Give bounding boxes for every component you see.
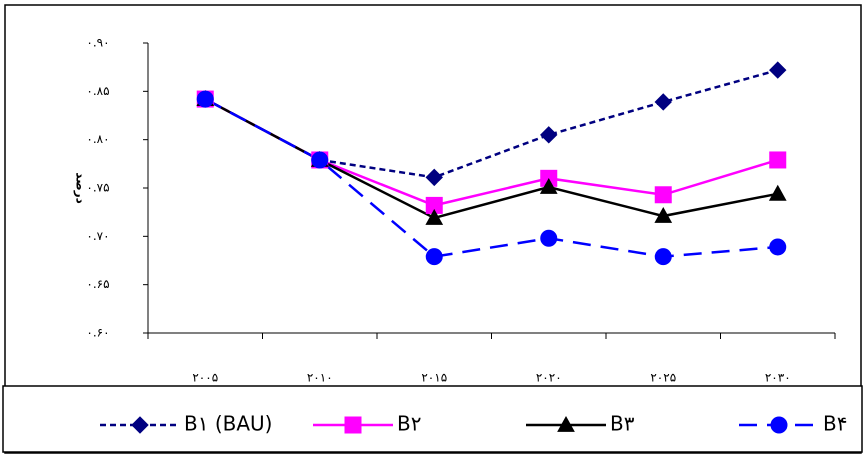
x-tick-label: ۲۰۲۰ bbox=[536, 371, 562, 385]
marker bbox=[654, 93, 672, 111]
y-tick-label: ۰.۶۵ bbox=[86, 277, 109, 291]
x-tick-label: ۲۰۰۵ bbox=[192, 371, 218, 385]
marker bbox=[425, 208, 444, 225]
y-tick-label: ۰.۸۵ bbox=[86, 84, 109, 98]
y-tick-label: ۰.۶۰ bbox=[86, 326, 109, 340]
marker bbox=[425, 168, 443, 187]
marker bbox=[196, 90, 214, 108]
x-tick-label: ۲۰۳۰ bbox=[765, 371, 791, 385]
x-tick-label: ۲۰۱۰ bbox=[307, 371, 333, 385]
series-line bbox=[204, 97, 778, 220]
series-line bbox=[204, 97, 778, 258]
x-tick-label: ۲۰۱۵ bbox=[421, 371, 447, 385]
marker bbox=[769, 238, 787, 256]
marker bbox=[768, 184, 787, 201]
marker bbox=[769, 61, 787, 79]
y-tick-label: ۰.۷۵ bbox=[86, 181, 109, 195]
y-tick-label: ۰.۸۰ bbox=[86, 132, 109, 146]
marker bbox=[311, 151, 329, 169]
x-tick-label: ۲۰۲۵ bbox=[650, 371, 676, 385]
marker bbox=[425, 248, 443, 266]
marker bbox=[654, 186, 672, 204]
marker bbox=[539, 178, 558, 194]
legend-label: B۱ (BAU) bbox=[184, 412, 272, 436]
marker bbox=[344, 416, 362, 434]
legend-label: B۲ bbox=[397, 412, 421, 436]
legend-frame bbox=[2, 385, 863, 453]
marker bbox=[770, 416, 788, 434]
legend-label: B۴ bbox=[823, 412, 847, 436]
marker bbox=[540, 229, 558, 247]
marker bbox=[654, 207, 673, 223]
marker bbox=[540, 126, 558, 144]
legend-label: B۳ bbox=[610, 412, 635, 436]
marker bbox=[131, 416, 149, 434]
marker bbox=[654, 248, 672, 266]
y-tick-label: ۰.۹۰ bbox=[86, 36, 109, 50]
y-tick-label: ۰.۷۰ bbox=[86, 229, 109, 243]
marker bbox=[769, 151, 787, 169]
legend: B۱ (BAU) B۲ B۳ B۴ bbox=[2, 385, 863, 453]
marker bbox=[557, 415, 575, 432]
y-axis-title: درصد bbox=[74, 172, 88, 204]
